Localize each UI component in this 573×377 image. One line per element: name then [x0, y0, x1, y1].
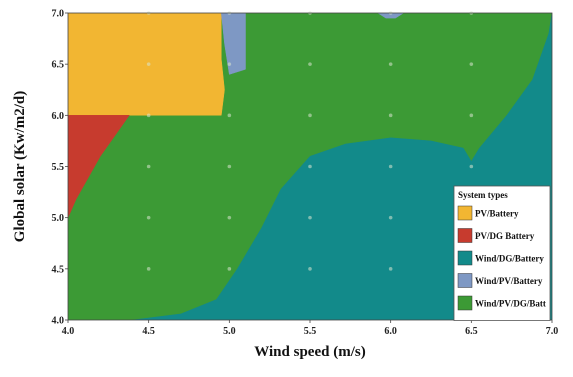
legend-label-pv-battery: PV/Battery	[475, 209, 519, 219]
x-tick-label: 4.5	[142, 326, 155, 337]
y-tick-label: 6.0	[52, 111, 65, 122]
legend-label-pv-dg-battery: PV/DG Battery	[475, 231, 535, 241]
sample-points-layer	[146, 11, 474, 271]
y-tick-label: 6.5	[52, 60, 65, 71]
sample-point	[308, 113, 312, 118]
sample-point	[227, 62, 232, 66]
sample-point	[308, 215, 312, 220]
sample-point	[388, 113, 393, 118]
sample-point	[146, 62, 151, 66]
y-axis-title: Global solar (Kw/m2/d)	[12, 91, 28, 242]
sample-point	[469, 113, 474, 118]
x-axis-title: Wind speed (m/s)	[254, 344, 365, 360]
x-tick-label: 5.5	[304, 326, 317, 337]
sample-point	[146, 215, 151, 220]
x-tick-label: 5.0	[223, 326, 236, 337]
legend-title: System types	[458, 190, 508, 200]
sample-point	[227, 267, 232, 271]
region-wind-dg-battery-1	[132, 13, 552, 320]
legend-label-wind-dg-battery: Wind/DG/Battery	[475, 254, 544, 264]
x-tick-label: 4.0	[62, 326, 75, 337]
sample-point	[227, 215, 232, 220]
legend: System types PV/Battery PV/DG Battery Wind…	[453, 185, 551, 321]
sample-point	[388, 62, 393, 66]
legend-swatch-wind-pv-dg-batt	[457, 295, 473, 311]
sample-point	[388, 215, 393, 220]
sample-point	[146, 267, 151, 271]
sample-point	[146, 113, 151, 118]
y-tick-label: 5.5	[52, 162, 65, 173]
sample-point	[388, 267, 393, 271]
y-axis-ticks: 4.0 4.5 5.0 5.5 6.0 6.5 7.0	[52, 9, 68, 327]
x-tick-label: 6.5	[465, 326, 478, 337]
sample-point	[227, 113, 232, 118]
y-tick-label: 5.0	[52, 213, 65, 224]
sample-point	[227, 164, 232, 169]
y-tick-label: 7.0	[52, 9, 65, 20]
region-pv-battery-2	[68, 13, 225, 116]
region-wind-pv-battery-5	[377, 13, 405, 19]
sample-point	[469, 62, 474, 66]
region-pv-dg-battery-3	[68, 115, 130, 218]
region-wind-pv-battery-4	[221, 13, 246, 75]
y-tick-label: 4.0	[52, 316, 65, 327]
y-tick-label: 4.5	[52, 264, 65, 275]
sample-point	[469, 164, 474, 169]
sample-point	[308, 267, 312, 271]
x-tick-label: 6.0	[384, 326, 397, 337]
legend-swatch-wind-pv-battery	[457, 273, 473, 288]
sample-point	[308, 62, 312, 66]
legend-label-wind-pv-battery: Wind/PV/Battery	[475, 276, 543, 286]
x-axis-ticks: 4.0 4.5 5.0 5.5 6.0 6.5 7.0	[62, 320, 559, 337]
sample-point	[146, 164, 151, 169]
legend-label-wind-pv-dg-batt: Wind/PV/DG/Batt	[475, 299, 546, 309]
x-tick-label: 7.0	[546, 326, 559, 337]
legend-swatch-pv-dg-battery	[457, 228, 473, 243]
legend-swatch-pv-battery	[457, 205, 473, 221]
legend-items: PV/Battery PV/DG Battery Wind/DG/Battery Wi…	[457, 205, 546, 311]
legend-swatch-wind-dg-battery	[457, 250, 473, 266]
sample-point	[308, 164, 312, 169]
sample-point	[388, 164, 393, 169]
